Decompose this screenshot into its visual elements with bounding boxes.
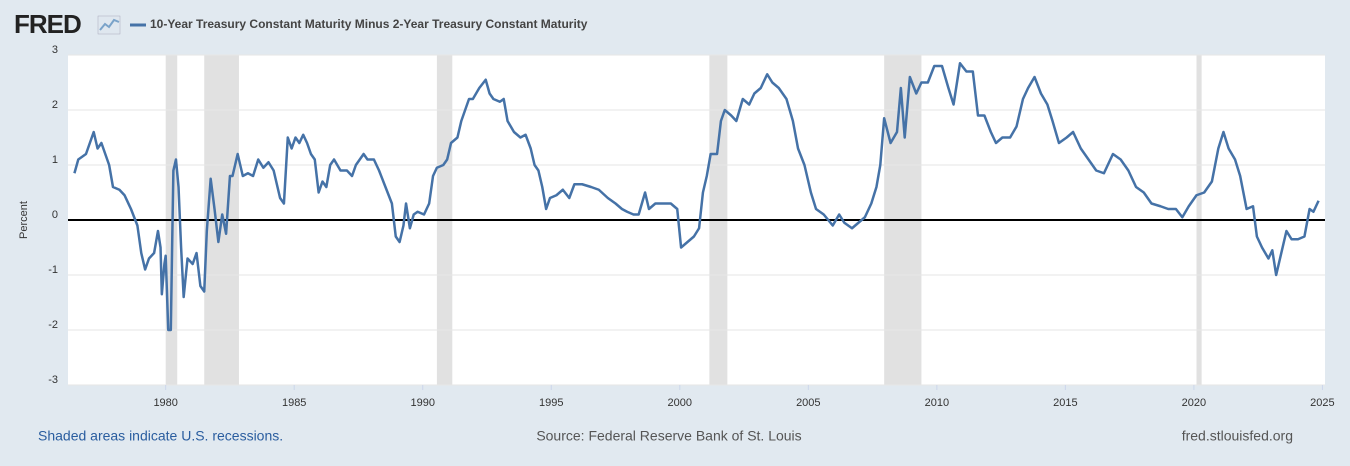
x-tick-label: 1985 <box>282 397 306 409</box>
y-tick-label: 3 <box>52 44 58 56</box>
x-tick-label: 2025 <box>1310 397 1334 409</box>
x-tick-label: 1995 <box>539 397 563 409</box>
y-tick-label: -2 <box>48 319 58 331</box>
x-tick-label: 2000 <box>668 397 692 409</box>
y-tick-label: -3 <box>48 374 58 386</box>
x-tick-label: 2015 <box>1053 397 1077 409</box>
y-tick-label: -1 <box>48 264 58 276</box>
logo-icon <box>97 15 121 35</box>
y-tick-label: 2 <box>52 99 58 111</box>
x-tick-label: 2020 <box>1182 397 1206 409</box>
y-tick-label: 0 <box>52 209 58 221</box>
logo[interactable]: FRED <box>14 9 82 39</box>
legend-label[interactable]: 10-Year Treasury Constant Maturity Minus… <box>150 17 588 31</box>
source-note: Source: Federal Reserve Bank of St. Loui… <box>536 428 801 444</box>
y-axis-label: Percent <box>18 201 30 239</box>
x-tick-label: 2005 <box>796 397 820 409</box>
y-tick-label: 1 <box>52 154 58 166</box>
x-tick-label: 1980 <box>153 397 177 409</box>
site-link[interactable]: fred.stlouisfed.org <box>1182 428 1293 444</box>
x-tick-label: 1990 <box>410 397 434 409</box>
recession-note[interactable]: Shaded areas indicate U.S. recessions. <box>38 428 283 444</box>
x-tick-label: 2010 <box>925 397 949 409</box>
series-line <box>73 62 1320 332</box>
